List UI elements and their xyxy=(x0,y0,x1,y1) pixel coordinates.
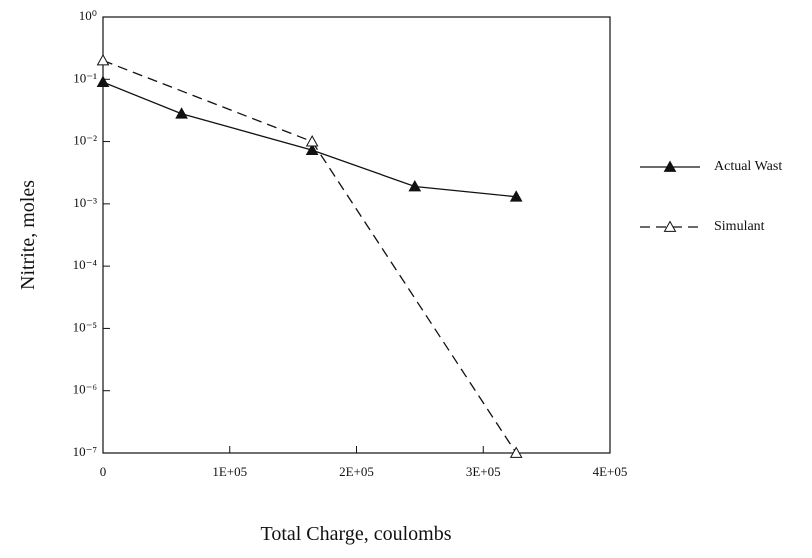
data-marker xyxy=(96,54,110,66)
x-tick-label: 0 xyxy=(100,464,107,479)
y-tick-label: 10⁻² xyxy=(73,133,97,148)
legend-marker xyxy=(663,160,677,172)
data-marker xyxy=(509,446,523,458)
data-marker xyxy=(408,179,422,192)
y-axis-title: Nitrite, moles xyxy=(17,180,39,290)
x-axis-title: Total Charge, coulombs xyxy=(261,523,452,545)
y-tick-label: 10⁰ xyxy=(79,8,97,23)
y-tick-label: 10⁻⁶ xyxy=(73,382,97,397)
data-marker xyxy=(305,143,319,155)
plot-frame xyxy=(102,16,611,454)
data-marker xyxy=(175,107,188,119)
series-line xyxy=(102,81,517,198)
y-tick-label: 10⁻¹ xyxy=(73,70,97,85)
x-tick-label: 2E+05 xyxy=(339,464,374,479)
data-marker xyxy=(305,135,319,147)
y-tick-label: 10⁻⁵ xyxy=(73,319,97,334)
data-marker xyxy=(509,190,523,202)
series-line xyxy=(102,59,517,454)
y-tick-label: 10⁻³ xyxy=(73,195,97,210)
x-tick-label: 3E+05 xyxy=(466,464,501,479)
legend-label: Simulant xyxy=(714,219,765,234)
x-tick-label: 4E+05 xyxy=(593,464,628,479)
y-tick-label: 10⁻⁷ xyxy=(73,444,97,459)
legend-marker xyxy=(663,220,677,232)
y-tick-label: 10⁻⁴ xyxy=(73,257,98,272)
data-marker xyxy=(96,75,110,88)
x-tick-label: 1E+05 xyxy=(212,464,247,479)
legend-label: Actual Wast xyxy=(714,159,782,174)
